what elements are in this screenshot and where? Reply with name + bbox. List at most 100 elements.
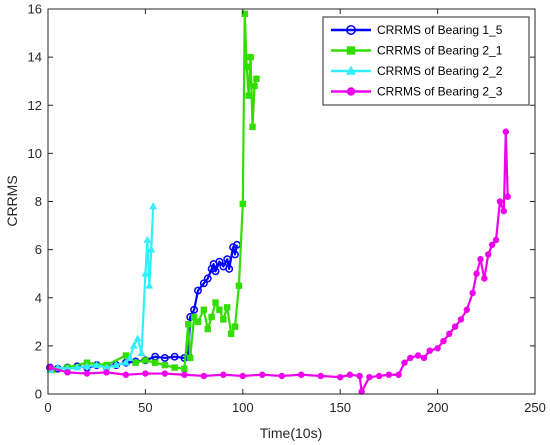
series-2-point xyxy=(181,365,188,372)
y-tick-label: 12 xyxy=(28,98,42,113)
series-2-point xyxy=(161,361,169,369)
series-2-point xyxy=(208,313,215,321)
legend-label: CRRMS of Bearing 2_1 xyxy=(377,44,503,58)
series-4-point xyxy=(161,370,169,377)
series-4-point xyxy=(278,372,285,380)
series-4-point xyxy=(414,352,422,359)
y-tick-label: 8 xyxy=(35,194,42,209)
series-2-point xyxy=(132,359,139,366)
series-4-point xyxy=(451,323,459,330)
series-3-point xyxy=(141,269,150,277)
series-4-point xyxy=(420,354,428,362)
series-3-point xyxy=(149,202,158,210)
series-4-point xyxy=(259,371,266,378)
series-4-point xyxy=(426,347,434,354)
series-4-point xyxy=(434,345,441,352)
series-3-point xyxy=(143,235,152,243)
y-tick-label: 4 xyxy=(35,290,42,305)
series-3-point xyxy=(83,362,91,370)
series-4-point xyxy=(122,371,130,378)
series-1-point xyxy=(215,257,224,266)
series-4-point xyxy=(446,330,453,338)
x-tick-label: 100 xyxy=(232,400,254,415)
series-4-point xyxy=(488,241,496,249)
series-2-point xyxy=(239,200,246,208)
series-2-point xyxy=(142,357,149,364)
axes-layer: 0 50 100 150 200 250 0 2 4 6 8 10 12 14 16 xyxy=(28,2,546,416)
x-tick-label: 200 xyxy=(427,400,449,415)
series-2-point xyxy=(241,10,248,18)
series-1-point xyxy=(203,274,212,283)
series-4-point xyxy=(502,128,509,135)
series-4-point xyxy=(492,236,500,244)
series-4-point xyxy=(181,371,188,378)
series-4-point xyxy=(500,207,508,215)
series-4-point xyxy=(337,373,344,381)
series-4-point xyxy=(395,371,402,378)
series-4-point xyxy=(317,372,324,380)
x-tick-label: 150 xyxy=(329,400,351,415)
series-1-point xyxy=(231,250,239,259)
series-4-point xyxy=(457,316,465,323)
x-tick-label: 0 xyxy=(44,400,51,415)
series-2-point xyxy=(200,306,208,313)
series-2-point xyxy=(249,123,256,131)
series-3-point xyxy=(129,341,138,349)
series-4-point xyxy=(463,306,471,313)
y-tick-label: 6 xyxy=(35,242,42,257)
series-2-point xyxy=(151,359,159,366)
series-1-point xyxy=(170,352,179,361)
series-4-point xyxy=(142,370,149,377)
series-4-point xyxy=(103,369,110,376)
legend: CRRMS of Bearing 1_5 CRRMS of Bearing 2_1… xyxy=(322,16,530,106)
series-2-point xyxy=(247,53,254,61)
series-1-point xyxy=(225,264,234,273)
series-4-point xyxy=(485,251,492,258)
series-2-point xyxy=(216,306,223,313)
series-4-point xyxy=(477,256,484,263)
series-4-point xyxy=(239,372,246,380)
series-4-point xyxy=(200,372,208,380)
series-2-point xyxy=(231,323,239,330)
y-tick-label: 16 xyxy=(28,2,42,17)
series-4-point xyxy=(385,371,393,378)
series-1-point xyxy=(223,255,232,264)
series-3-point xyxy=(125,353,134,361)
y-tick-label: 2 xyxy=(35,338,42,353)
series-2-point xyxy=(122,352,130,359)
series-2-point xyxy=(171,364,178,371)
series-2-point xyxy=(220,316,227,323)
series-4-point xyxy=(481,275,488,282)
series-2-point xyxy=(212,299,219,306)
series-2-point xyxy=(194,318,202,326)
series-4-point xyxy=(469,289,476,297)
y-tick-label: 10 xyxy=(28,146,42,161)
series-4-point xyxy=(358,388,365,395)
series-4-point xyxy=(496,198,504,205)
series-2-point xyxy=(245,92,252,99)
series-1-point xyxy=(199,279,208,288)
legend-swatch-marker xyxy=(345,65,357,75)
series-4-point xyxy=(401,359,408,366)
y-tick-label: 14 xyxy=(28,50,42,65)
series-1-point xyxy=(194,286,202,295)
series-2-point xyxy=(185,321,192,328)
y-tick-label: 0 xyxy=(35,387,42,402)
series-3-point xyxy=(122,358,130,366)
series-4-point xyxy=(473,270,480,277)
legend-label: CRRMS of Bearing 2_2 xyxy=(377,64,503,78)
series-3-point xyxy=(92,360,101,369)
series-4-point xyxy=(220,371,227,378)
series-3-point xyxy=(145,281,154,289)
series-layer xyxy=(45,10,511,395)
series-2-point xyxy=(204,325,211,333)
series-3-point xyxy=(73,363,82,371)
series-2-point xyxy=(190,313,198,321)
series-2-point xyxy=(235,282,243,289)
legend-swatch-marker xyxy=(346,46,356,55)
series-4-point xyxy=(298,371,305,378)
series-2-point xyxy=(187,354,194,362)
series-1-point xyxy=(211,267,220,276)
series-3-point xyxy=(112,360,121,369)
